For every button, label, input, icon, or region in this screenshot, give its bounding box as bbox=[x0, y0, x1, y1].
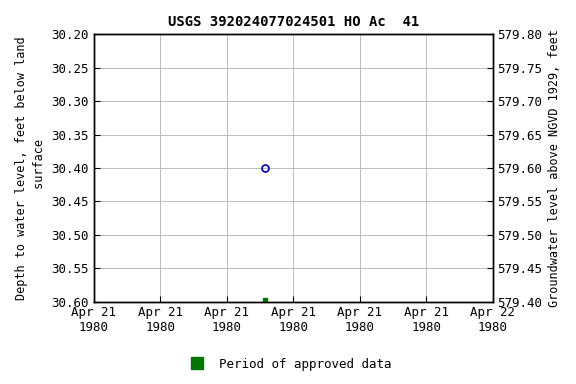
Y-axis label: Groundwater level above NGVD 1929, feet: Groundwater level above NGVD 1929, feet bbox=[548, 29, 561, 307]
Y-axis label: Depth to water level, feet below land
 surface: Depth to water level, feet below land su… bbox=[15, 36, 46, 300]
Title: USGS 392024077024501 HO Ac  41: USGS 392024077024501 HO Ac 41 bbox=[168, 15, 419, 29]
Legend: Period of approved data: Period of approved data bbox=[179, 353, 397, 376]
